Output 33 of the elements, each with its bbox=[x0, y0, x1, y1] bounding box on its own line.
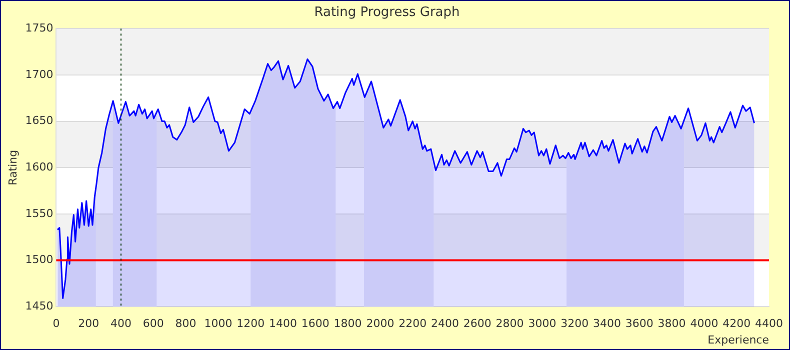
x-tick-label: 1800 bbox=[334, 317, 362, 330]
x-tick-label: 3200 bbox=[560, 317, 589, 330]
x-tick-label: 400 bbox=[110, 317, 132, 330]
y-axis-title: Rating bbox=[6, 150, 20, 186]
x-tick-label: 3800 bbox=[658, 317, 686, 330]
x-tick-label: 800 bbox=[175, 317, 196, 330]
x-axis-title: Experience bbox=[708, 333, 770, 346]
x-tick-label: 4200 bbox=[722, 317, 751, 330]
x-tick-label: 4000 bbox=[690, 317, 718, 330]
x-tick-label: 1200 bbox=[236, 317, 265, 330]
y-tick-label: 1550 bbox=[25, 206, 54, 220]
x-tick-label: 200 bbox=[78, 317, 100, 330]
y-tick-label: 1700 bbox=[25, 68, 54, 81]
x-tick-label: 1400 bbox=[268, 317, 297, 330]
y-tick-label: 1600 bbox=[25, 160, 54, 174]
x-tick-label: 2000 bbox=[366, 317, 394, 330]
x-tick-label: 3000 bbox=[528, 317, 556, 330]
y-tick-label: 1650 bbox=[25, 114, 54, 128]
x-tick-label: 2600 bbox=[463, 317, 492, 330]
x-tick-label: 4400 bbox=[755, 317, 783, 330]
x-tick-label: 2400 bbox=[430, 317, 459, 330]
y-tick-label: 1450 bbox=[25, 299, 54, 312]
x-tick-label: 0 bbox=[52, 317, 60, 330]
x-tick-label: 2200 bbox=[398, 317, 427, 330]
x-tick-label: 3600 bbox=[625, 317, 654, 330]
x-tick-label: 2800 bbox=[496, 317, 524, 330]
y-tick-label: 1750 bbox=[25, 21, 54, 34]
x-tick-label: 3400 bbox=[593, 317, 621, 330]
x-tick-label: 1600 bbox=[301, 317, 330, 330]
x-tick-label: 1000 bbox=[204, 317, 232, 330]
chart-title: Rating Progress Graph bbox=[314, 5, 460, 20]
x-tick-label: 600 bbox=[142, 317, 164, 330]
y-tick-label: 1500 bbox=[25, 253, 54, 266]
